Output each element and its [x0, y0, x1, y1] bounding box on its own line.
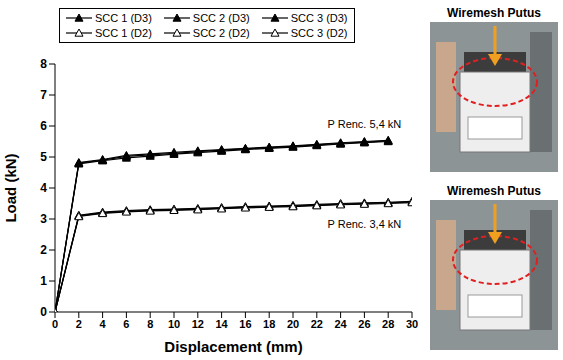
svg-text:16: 16 — [239, 318, 251, 330]
svg-text:P Renc. 5,4 kN: P Renc. 5,4 kN — [328, 118, 402, 130]
svg-text:4: 4 — [100, 318, 107, 330]
svg-text:22: 22 — [311, 318, 323, 330]
svg-text:P Renc. 3,4 kN: P Renc. 3,4 kN — [328, 218, 402, 230]
html-text:SCC 1 (D3): SCC 1 (D3) — [95, 12, 152, 24]
svg-text:0: 0 — [52, 318, 58, 330]
svg-text:4: 4 — [40, 181, 47, 195]
svg-text:10: 10 — [168, 318, 180, 330]
svg-text:Displacement (mm): Displacement (mm) — [164, 338, 302, 355]
html-text:SCC 2 (D3): SCC 2 (D3) — [192, 12, 250, 24]
html-text:Wiremesh Putus: Wiremesh Putus — [447, 6, 541, 20]
html-text:SCC 2 (D2): SCC 2 (D2) — [192, 27, 250, 39]
svg-text:18: 18 — [263, 318, 275, 330]
svg-text:3: 3 — [40, 212, 47, 226]
svg-text:2: 2 — [76, 318, 82, 330]
svg-text:8: 8 — [147, 318, 153, 330]
html-text:SCC 1 (D2): SCC 1 (D2) — [95, 27, 152, 39]
svg-text:6: 6 — [40, 119, 47, 133]
svg-text:14: 14 — [215, 318, 228, 330]
html-text:Wiremesh Putus: Wiremesh Putus — [447, 184, 541, 198]
svg-text:20: 20 — [287, 318, 299, 330]
svg-text:24: 24 — [334, 318, 347, 330]
svg-text:0: 0 — [40, 305, 47, 319]
html-text:SCC 3 (D2): SCC 3 (D2) — [290, 27, 348, 39]
html-text:SCC 3 (D3): SCC 3 (D3) — [290, 12, 348, 24]
svg-text:26: 26 — [358, 318, 370, 330]
svg-text:30: 30 — [406, 318, 418, 330]
svg-text:5: 5 — [40, 150, 47, 164]
svg-text:Load (kN): Load (kN) — [2, 153, 19, 222]
svg-text:6: 6 — [123, 318, 129, 330]
svg-text:12: 12 — [192, 318, 204, 330]
svg-text:2: 2 — [40, 243, 47, 257]
svg-text:7: 7 — [40, 88, 47, 102]
svg-text:8: 8 — [40, 57, 47, 71]
svg-text:28: 28 — [382, 318, 394, 330]
svg-text:1: 1 — [40, 274, 47, 288]
